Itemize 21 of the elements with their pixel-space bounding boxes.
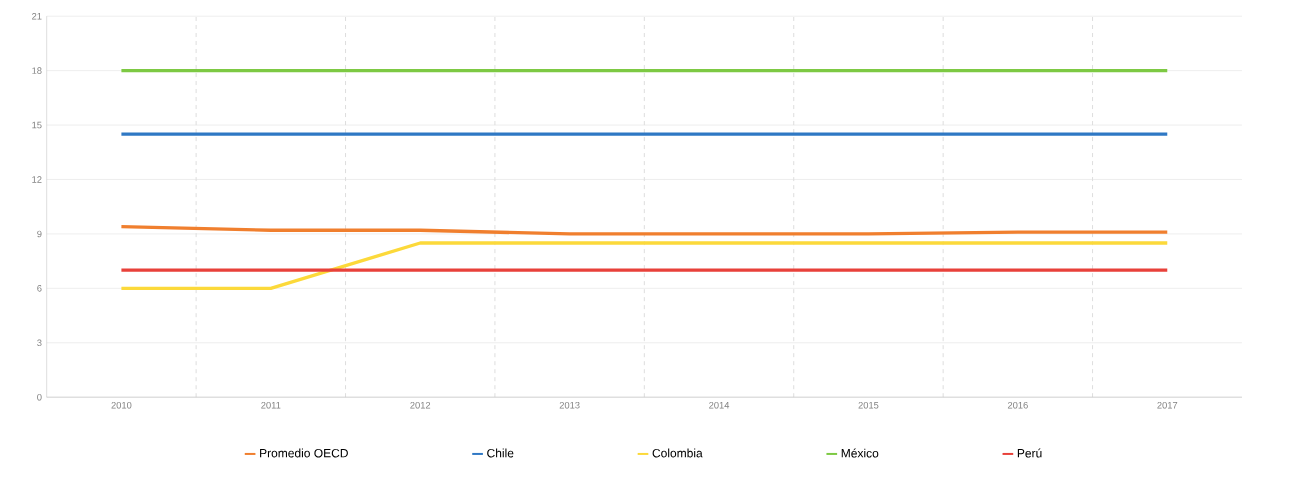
- y-tick-label: 21: [32, 12, 42, 20]
- x-tick-label: 2011: [261, 401, 281, 409]
- y-tick-label: 0: [37, 393, 42, 401]
- x-tick-label: 2013: [559, 401, 580, 409]
- x-tick-label: 2014: [709, 401, 730, 409]
- x-tick-label: 2015: [858, 401, 879, 409]
- legend-label: Colombia: [652, 448, 703, 458]
- y-tick-label: 6: [37, 284, 42, 292]
- x-tick-label: 2017: [1157, 401, 1178, 409]
- x-tick-label: 2016: [1007, 401, 1028, 409]
- x-tick-label: 2012: [410, 401, 431, 409]
- y-tick-label: 18: [32, 67, 42, 74]
- y-tick-label: 12: [32, 176, 42, 183]
- legend-label: México: [841, 448, 879, 458]
- legend-label: Perú: [1017, 448, 1042, 458]
- y-tick-label: 9: [37, 230, 42, 238]
- x-tick-label: 2010: [111, 401, 132, 409]
- y-tick-label: 3: [37, 339, 42, 346]
- y-tick-label: 15: [32, 121, 42, 129]
- legend-label: Promedio OECD: [260, 448, 348, 458]
- legend-label: Chile: [487, 448, 514, 458]
